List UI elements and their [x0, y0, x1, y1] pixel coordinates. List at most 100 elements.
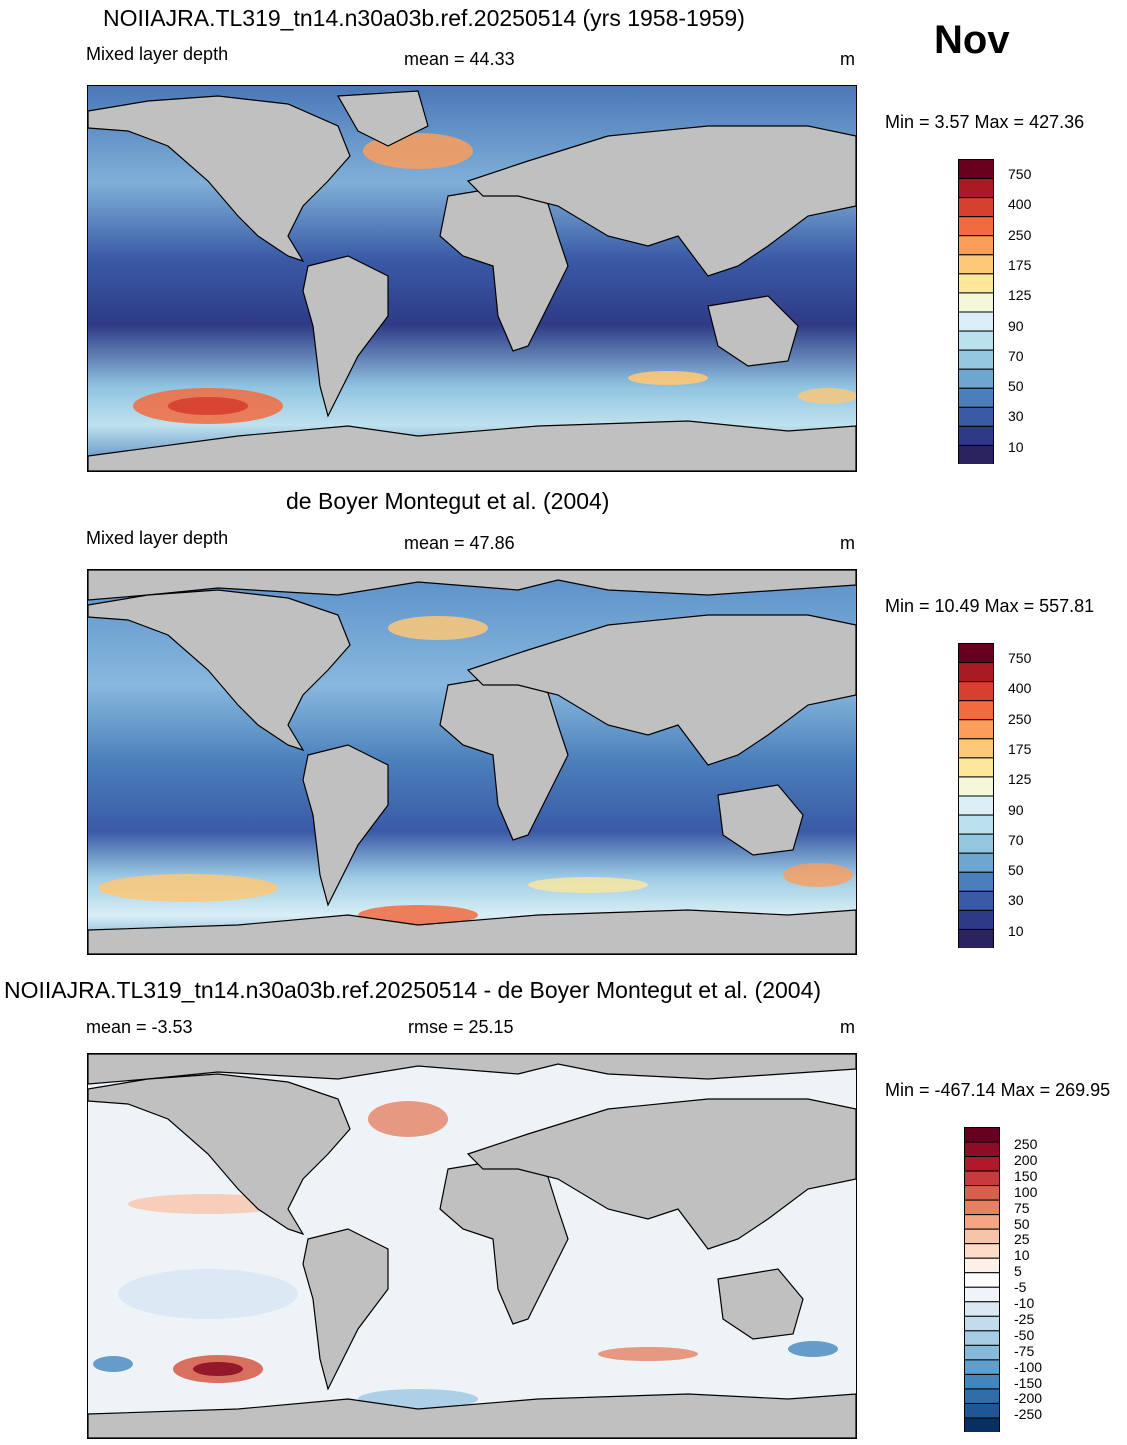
colorbar-box [958, 235, 994, 256]
panel2-unit-label: m [840, 533, 855, 553]
panel3-map-svg [88, 1054, 856, 1438]
colorbar-box [958, 178, 994, 199]
colorbar-label: 125 [1008, 287, 1032, 304]
colorbar-label: -25 [1014, 1310, 1035, 1327]
panel2-north-atlantic-patch [388, 616, 488, 640]
colorbar-label: 10 [1014, 1247, 1030, 1264]
colorbar-box [964, 1257, 1000, 1274]
colorbar-label: 50 [1008, 862, 1024, 879]
colorbar-label: 400 [1008, 196, 1032, 213]
panel3-north-atlantic-positive [368, 1101, 448, 1137]
colorbar-label: -150 [1014, 1374, 1043, 1391]
panel1-title: NOIIAJRA.TL319_tn14.n30a03b.ref.20250514… [103, 5, 745, 31]
colorbar-box [964, 1156, 1000, 1172]
colorbar-label: 750 [1008, 166, 1032, 182]
colorbar-box [964, 1228, 1000, 1245]
colorbar-box [958, 197, 994, 218]
colorbar-box [958, 330, 994, 351]
colorbar-label: 250 [1008, 710, 1032, 727]
colorbar-label: 50 [1008, 378, 1024, 395]
colorbar-box [958, 406, 994, 427]
colorbar-label: 5 [1014, 1263, 1022, 1280]
colorbar-box [958, 254, 994, 275]
colorbar-box [964, 1170, 1000, 1187]
colorbar-box [958, 444, 994, 465]
panel2-tasman-patch [783, 863, 853, 887]
colorbar-box [958, 814, 994, 835]
panel1-variable-label: Mixed layer depth [86, 44, 229, 64]
colorbar-label: -250 [1014, 1406, 1043, 1423]
panel2-colorbar [958, 643, 994, 949]
panel2-title: de Boyer Montegut et al. (2004) [286, 488, 610, 514]
panel3-minmax: Min = -467.14 Max = 269.95 [885, 1080, 1111, 1100]
colorbar-box [958, 833, 994, 854]
colorbar-label: 70 [1008, 347, 1024, 364]
colorbar-label: 250 [1008, 226, 1032, 243]
panel3-negative-patch-east [788, 1341, 838, 1357]
panel2-map [87, 569, 857, 955]
panel2-colorbar-svg [958, 643, 994, 949]
colorbar-label: -5 [1014, 1279, 1027, 1296]
colorbar-box [958, 928, 994, 949]
panel3-mean-label: mean = -3.53 [86, 1017, 193, 1037]
colorbar-label: 90 [1008, 317, 1024, 334]
colorbar-box [958, 776, 994, 797]
panel2-minmax: Min = 10.49 Max = 557.81 [885, 596, 1095, 616]
panel3-indian-positive [598, 1347, 698, 1361]
colorbar-box [958, 681, 994, 702]
colorbar-box [958, 719, 994, 740]
panel3-weddell-negative [358, 1389, 478, 1409]
colorbar-label: 200 [1014, 1151, 1038, 1168]
colorbar-box [964, 1402, 1000, 1419]
panel3-colorbar [964, 1127, 1000, 1434]
panel3-south-pacific-negative [118, 1269, 298, 1319]
colorbar-label: 30 [1008, 408, 1024, 425]
panel2-variable-label: Mixed layer depth [86, 528, 229, 548]
colorbar-box [964, 1330, 1000, 1346]
colorbar-label: 10 [1008, 438, 1024, 455]
panel1-minmax: Min = 3.57 Max = 427.36 [885, 112, 1085, 132]
colorbar-box [964, 1373, 1000, 1390]
panel3-unit-label: m [840, 1017, 855, 1037]
colorbar-label: 25 [1014, 1231, 1030, 1248]
colorbar-label: 75 [1014, 1199, 1030, 1216]
colorbar-label: 100 [1014, 1183, 1038, 1200]
colorbar-box [958, 871, 994, 892]
colorbar-box [958, 349, 994, 370]
colorbar-label: 175 [1008, 740, 1032, 757]
colorbar-label: 150 [1014, 1167, 1038, 1184]
colorbar-box [964, 1199, 1000, 1216]
panel2-map-svg [88, 570, 856, 954]
panel3-rmse-label: rmse = 25.15 [408, 1017, 514, 1037]
colorbar-label: 250 [1014, 1136, 1038, 1152]
colorbar-box [958, 738, 994, 759]
colorbar-box [958, 700, 994, 721]
colorbar-box [958, 425, 994, 446]
colorbar-box [958, 890, 994, 911]
panel3-southern-ocean-core [193, 1362, 243, 1376]
colorbar-box [958, 292, 994, 313]
panel3-colorbar-svg [964, 1127, 1000, 1434]
colorbar-box [958, 311, 994, 332]
colorbar-box [964, 1315, 1000, 1332]
colorbar-label: 125 [1008, 771, 1032, 788]
colorbar-label: -75 [1014, 1342, 1035, 1359]
colorbar-label: 175 [1008, 256, 1032, 273]
colorbar-label: 50 [1014, 1215, 1030, 1232]
colorbar-label: -200 [1014, 1390, 1043, 1407]
colorbar-box [958, 159, 994, 180]
colorbar-label: 10 [1008, 922, 1024, 939]
panel1-unit-label: m [840, 49, 855, 69]
colorbar-box [958, 852, 994, 873]
colorbar-box [964, 1301, 1000, 1317]
colorbar-box [964, 1286, 1000, 1303]
colorbar-label: 400 [1008, 680, 1032, 697]
panel1-map-svg [88, 86, 856, 471]
colorbar-label: 750 [1008, 650, 1032, 666]
colorbar-box [958, 387, 994, 408]
panel1-colorbar [958, 159, 994, 465]
colorbar-box [958, 643, 994, 664]
colorbar-label: -100 [1014, 1358, 1043, 1375]
panel1-mean-label: mean = 44.33 [404, 49, 515, 69]
colorbar-box [964, 1243, 1000, 1259]
